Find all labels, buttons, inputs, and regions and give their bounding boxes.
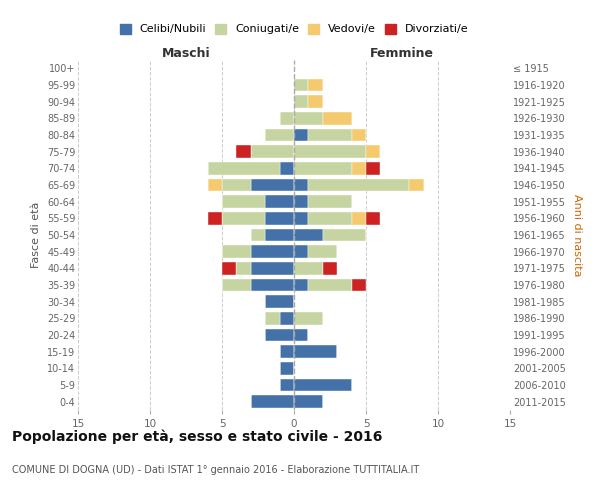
Bar bbox=[265, 196, 294, 208]
Bar bbox=[294, 112, 323, 124]
Bar bbox=[323, 112, 352, 124]
Bar bbox=[222, 262, 236, 274]
Bar bbox=[208, 212, 222, 224]
Bar bbox=[222, 246, 251, 258]
Bar bbox=[280, 362, 294, 374]
Bar bbox=[222, 212, 265, 224]
Bar bbox=[352, 162, 366, 174]
Bar bbox=[294, 346, 337, 358]
Text: Femmine: Femmine bbox=[370, 47, 434, 60]
Bar bbox=[251, 396, 294, 408]
Bar bbox=[251, 279, 294, 291]
Bar bbox=[222, 179, 251, 192]
Bar bbox=[294, 246, 308, 258]
Bar bbox=[308, 179, 409, 192]
Bar bbox=[251, 179, 294, 192]
Bar bbox=[294, 279, 308, 291]
Bar bbox=[352, 129, 366, 141]
Bar bbox=[251, 246, 294, 258]
Bar bbox=[308, 279, 352, 291]
Text: COMUNE DI DOGNA (UD) - Dati ISTAT 1° gennaio 2016 - Elaborazione TUTTITALIA.IT: COMUNE DI DOGNA (UD) - Dati ISTAT 1° gen… bbox=[12, 465, 419, 475]
Bar bbox=[280, 112, 294, 124]
Text: Maschi: Maschi bbox=[161, 47, 211, 60]
Bar bbox=[366, 212, 380, 224]
Bar bbox=[308, 129, 352, 141]
Bar bbox=[294, 229, 323, 241]
Bar bbox=[294, 179, 308, 192]
Bar bbox=[323, 229, 366, 241]
Bar bbox=[236, 146, 251, 158]
Bar bbox=[265, 129, 294, 141]
Bar bbox=[308, 212, 352, 224]
Bar bbox=[294, 262, 323, 274]
Text: Popolazione per età, sesso e stato civile - 2016: Popolazione per età, sesso e stato civil… bbox=[12, 430, 382, 444]
Bar bbox=[352, 212, 366, 224]
Bar bbox=[294, 312, 323, 324]
Legend: Celibi/Nubili, Coniugati/e, Vedovi/e, Divorziati/e: Celibi/Nubili, Coniugati/e, Vedovi/e, Di… bbox=[119, 24, 469, 34]
Bar bbox=[280, 312, 294, 324]
Bar bbox=[251, 146, 294, 158]
Bar bbox=[294, 196, 308, 208]
Bar bbox=[236, 262, 251, 274]
Bar bbox=[208, 162, 280, 174]
Y-axis label: Fasce di età: Fasce di età bbox=[31, 202, 41, 268]
Bar bbox=[323, 262, 337, 274]
Bar bbox=[352, 279, 366, 291]
Bar bbox=[265, 329, 294, 341]
Bar bbox=[294, 162, 352, 174]
Y-axis label: Anni di nascita: Anni di nascita bbox=[572, 194, 583, 276]
Bar bbox=[409, 179, 424, 192]
Bar bbox=[265, 229, 294, 241]
Bar bbox=[294, 129, 308, 141]
Bar bbox=[308, 96, 323, 108]
Bar bbox=[366, 146, 380, 158]
Bar bbox=[280, 162, 294, 174]
Bar bbox=[251, 229, 265, 241]
Bar bbox=[265, 296, 294, 308]
Bar bbox=[294, 396, 323, 408]
Bar bbox=[294, 79, 308, 92]
Bar bbox=[366, 162, 380, 174]
Bar bbox=[265, 312, 280, 324]
Bar bbox=[294, 379, 352, 391]
Bar bbox=[208, 179, 222, 192]
Bar bbox=[308, 79, 323, 92]
Bar bbox=[294, 212, 308, 224]
Bar bbox=[308, 196, 352, 208]
Bar bbox=[251, 262, 294, 274]
Bar bbox=[294, 146, 366, 158]
Bar bbox=[294, 96, 308, 108]
Bar bbox=[308, 246, 337, 258]
Bar bbox=[280, 346, 294, 358]
Bar bbox=[222, 279, 251, 291]
Bar bbox=[265, 212, 294, 224]
Bar bbox=[222, 196, 265, 208]
Bar bbox=[280, 379, 294, 391]
Bar bbox=[294, 329, 308, 341]
